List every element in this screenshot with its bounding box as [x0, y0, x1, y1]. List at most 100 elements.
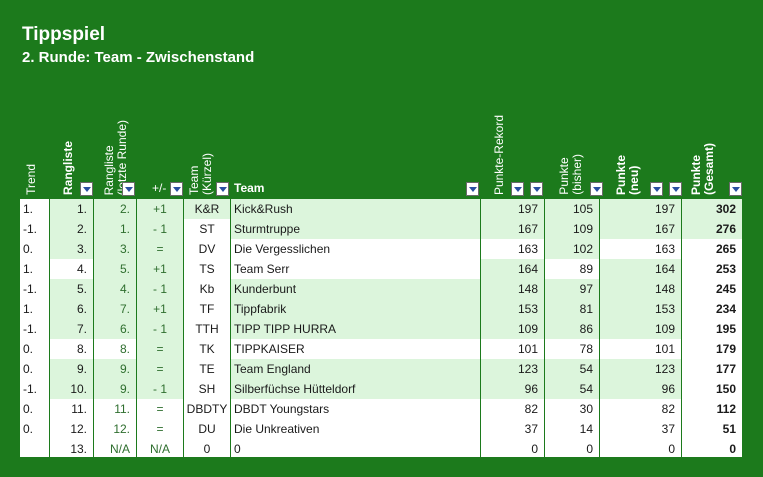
trend-cell[interactable]: 0. [20, 339, 49, 359]
filter-neu-extra-dropdown[interactable] [669, 182, 682, 196]
plusminus-cell[interactable]: +1 [137, 299, 183, 319]
last-rank-cell[interactable]: 12. [94, 419, 136, 439]
team-name-cell[interactable]: Kunderbunt [231, 279, 480, 299]
trend-cell[interactable]: 1. [20, 259, 49, 279]
filter-rangliste-dropdown[interactable] [80, 182, 93, 196]
plusminus-cell[interactable]: = [137, 239, 183, 259]
team-name-cell[interactable]: Sturmtruppe [231, 219, 480, 239]
team-name-cell[interactable]: Kick&Rush [231, 199, 480, 219]
filter-team-kurz-dropdown[interactable] [216, 182, 229, 196]
plusminus-cell[interactable]: - 1 [137, 379, 183, 399]
team-short-cell[interactable]: Kb [184, 279, 230, 299]
filter-extra-dropdown[interactable] [530, 182, 543, 196]
rank-cell[interactable]: 10. [50, 379, 93, 399]
trend-cell[interactable]: 1. [20, 199, 49, 219]
plusminus-cell[interactable]: = [137, 419, 183, 439]
trend-cell[interactable]: 0. [20, 359, 49, 379]
trend-cell[interactable]: -1. [20, 219, 49, 239]
team-name-cell[interactable]: Team England [231, 359, 480, 379]
points-total-cell[interactable]: 276 [682, 219, 742, 239]
points-before-cell[interactable]: 89 [545, 259, 599, 279]
last-rank-cell[interactable]: 11. [94, 399, 136, 419]
points-total-cell[interactable]: 112 [682, 399, 742, 419]
team-short-cell[interactable]: DBDTY [184, 399, 230, 419]
filter-plusminus-dropdown[interactable] [170, 182, 183, 196]
filter-rangliste-letzte-dropdown[interactable] [122, 182, 135, 196]
points-before-cell[interactable]: 78 [545, 339, 599, 359]
points-new-cell[interactable]: 153 [600, 299, 681, 319]
rank-cell[interactable]: 5. [50, 279, 93, 299]
points-total-cell[interactable]: 302 [682, 199, 742, 219]
points-new-cell[interactable]: 109 [600, 319, 681, 339]
last-rank-cell[interactable]: 2. [94, 199, 136, 219]
points-total-cell[interactable]: 0 [682, 439, 742, 457]
team-name-cell[interactable]: Team Serr [231, 259, 480, 279]
team-short-cell[interactable]: TE [184, 359, 230, 379]
record-cell[interactable]: 109 [481, 319, 544, 339]
points-new-cell[interactable]: 0 [600, 439, 681, 457]
record-cell[interactable]: 96 [481, 379, 544, 399]
plusminus-cell[interactable]: - 1 [137, 319, 183, 339]
plusminus-cell[interactable]: - 1 [137, 219, 183, 239]
points-before-cell[interactable]: 105 [545, 199, 599, 219]
record-cell[interactable]: 82 [481, 399, 544, 419]
plusminus-cell[interactable]: = [137, 359, 183, 379]
plusminus-cell[interactable]: +1 [137, 199, 183, 219]
plusminus-cell[interactable]: N/A [137, 439, 183, 457]
team-name-cell[interactable]: 0 [231, 439, 480, 457]
points-new-cell[interactable]: 96 [600, 379, 681, 399]
trend-cell[interactable]: 0. [20, 399, 49, 419]
points-before-cell[interactable]: 109 [545, 219, 599, 239]
plusminus-cell[interactable]: +1 [137, 259, 183, 279]
trend-cell[interactable]: -1. [20, 319, 49, 339]
trend-cell[interactable]: -1. [20, 279, 49, 299]
record-cell[interactable]: 164 [481, 259, 544, 279]
points-new-cell[interactable]: 164 [600, 259, 681, 279]
points-before-cell[interactable]: 81 [545, 299, 599, 319]
filter-rekord-dropdown[interactable] [511, 182, 524, 196]
points-total-cell[interactable]: 150 [682, 379, 742, 399]
points-new-cell[interactable]: 37 [600, 419, 681, 439]
record-cell[interactable]: 37 [481, 419, 544, 439]
points-new-cell[interactable]: 82 [600, 399, 681, 419]
record-cell[interactable]: 148 [481, 279, 544, 299]
rank-cell[interactable]: 9. [50, 359, 93, 379]
rank-cell[interactable]: 3. [50, 239, 93, 259]
record-cell[interactable]: 167 [481, 219, 544, 239]
team-name-cell[interactable]: TIPPKAISER [231, 339, 480, 359]
team-name-cell[interactable]: TIPP TIPP HURRA [231, 319, 480, 339]
last-rank-cell[interactable]: 6. [94, 319, 136, 339]
trend-cell[interactable]: -1. [20, 379, 49, 399]
rank-cell[interactable]: 4. [50, 259, 93, 279]
rank-cell[interactable]: 11. [50, 399, 93, 419]
points-total-cell[interactable]: 177 [682, 359, 742, 379]
record-cell[interactable]: 0 [481, 439, 544, 457]
filter-team-dropdown[interactable] [466, 182, 479, 196]
team-name-cell[interactable]: Die Vergesslichen [231, 239, 480, 259]
plusminus-cell[interactable]: = [137, 399, 183, 419]
rank-cell[interactable]: 13. [50, 439, 93, 457]
plusminus-cell[interactable]: = [137, 339, 183, 359]
points-new-cell[interactable]: 197 [600, 199, 681, 219]
trend-cell[interactable]: 0. [20, 239, 49, 259]
points-new-cell[interactable]: 163 [600, 239, 681, 259]
points-before-cell[interactable]: 102 [545, 239, 599, 259]
team-short-cell[interactable]: DV [184, 239, 230, 259]
last-rank-cell[interactable]: 5. [94, 259, 136, 279]
last-rank-cell[interactable]: 3. [94, 239, 136, 259]
record-cell[interactable]: 101 [481, 339, 544, 359]
rank-cell[interactable]: 6. [50, 299, 93, 319]
points-new-cell[interactable]: 123 [600, 359, 681, 379]
record-cell[interactable]: 163 [481, 239, 544, 259]
rank-cell[interactable]: 8. [50, 339, 93, 359]
rank-cell[interactable]: 7. [50, 319, 93, 339]
record-cell[interactable]: 123 [481, 359, 544, 379]
trend-cell[interactable]: 1. [20, 299, 49, 319]
points-total-cell[interactable]: 195 [682, 319, 742, 339]
points-total-cell[interactable]: 179 [682, 339, 742, 359]
filter-gesamt-dropdown[interactable] [729, 182, 742, 196]
last-rank-cell[interactable]: 9. [94, 359, 136, 379]
team-name-cell[interactable]: DBDT Youngstars [231, 399, 480, 419]
last-rank-cell[interactable]: 7. [94, 299, 136, 319]
last-rank-cell[interactable]: 9. [94, 379, 136, 399]
